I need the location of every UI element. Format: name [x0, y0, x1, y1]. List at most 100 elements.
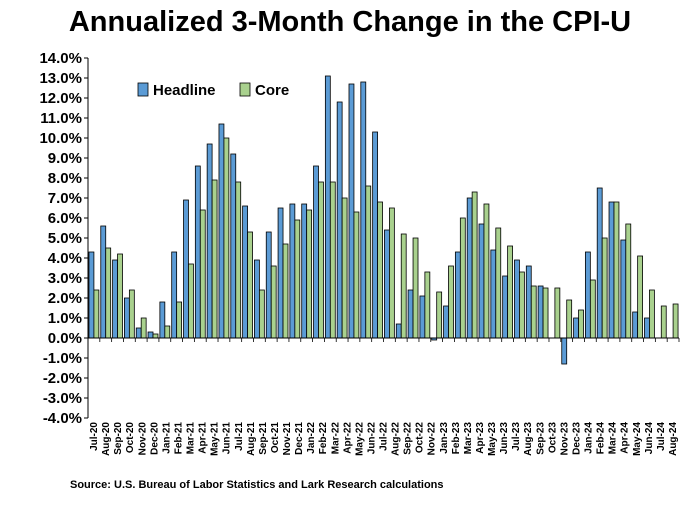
bar-core-Jun-24 [649, 289, 655, 339]
x-tick-label: Oct-22 [415, 422, 426, 454]
bar-headline-Dec-23 [573, 317, 579, 339]
x-tick-label: Jan-22 [306, 422, 317, 454]
bar-core-Jan-21 [164, 325, 171, 339]
x-tick-label: Jun-21 [222, 422, 233, 455]
bar-core-Apr-21 [199, 209, 206, 339]
bar-core-Feb-21 [176, 301, 183, 339]
bar-core-Dec-21 [294, 219, 301, 339]
x-tick-label: Jul-21 [234, 422, 245, 451]
y-tick-label: 5.0% [48, 230, 82, 247]
x-tick-label: May-24 [632, 422, 643, 456]
bar-core-Oct-22 [412, 237, 419, 339]
legend-label-core: Core [255, 82, 289, 99]
x-tick-label: Oct-20 [125, 422, 136, 454]
y-tick-label: -3.0% [43, 390, 82, 407]
bar-core-Sep-20 [117, 253, 123, 339]
bar-headline-Apr-24 [620, 239, 627, 339]
bar-core-Jan-24 [589, 279, 596, 339]
bar-core-May-24 [637, 255, 643, 339]
x-tick-label: Dec-23 [571, 422, 582, 455]
bar-headline-Jan-22 [301, 203, 308, 339]
bar-core-Jul-22 [377, 201, 383, 339]
bar-core-Sep-21 [258, 289, 265, 339]
bar-headline-Aug-22 [384, 229, 390, 339]
x-tick-label: Apr-23 [475, 422, 486, 454]
bar-core-Dec-23 [578, 309, 584, 339]
bar-headline-May-23 [490, 249, 497, 339]
bar-core-May-21 [211, 179, 218, 339]
bar-core-Feb-23 [459, 217, 466, 339]
bar-headline-May-22 [348, 83, 355, 339]
x-tick-label: Apr-22 [342, 422, 353, 454]
x-tick-label: Jul-23 [511, 422, 522, 451]
y-tick-label: 11.0% [40, 110, 82, 127]
x-tick-label: Jan-21 [161, 422, 172, 454]
bar-headline-Dec-21 [289, 203, 296, 339]
bar-core-Feb-24 [601, 237, 608, 339]
x-tick-label: Jun-24 [644, 422, 655, 455]
x-tick-label: Aug-21 [246, 422, 257, 456]
y-tick-label: 6.0% [48, 210, 82, 227]
bar-core-Jul-21 [235, 181, 242, 339]
bar-headline-Aug-23 [525, 265, 532, 339]
bar-core-Oct-21 [270, 265, 277, 339]
bar-core-Jun-21 [223, 137, 230, 339]
bar-headline-Mar-22 [324, 75, 331, 339]
x-tick-label: Aug-22 [391, 422, 402, 456]
bar-headline-Oct-21 [265, 231, 272, 339]
x-tick-label: Feb-24 [596, 422, 607, 455]
y-tick-label: -4.0% [43, 410, 82, 427]
x-tick-label: Nov-22 [427, 422, 438, 456]
x-axis-ticks: Jul-20 Aug-20 Sep-20 Oct-20 Nov-20 Dec-20 Jan-… [87, 338, 680, 456]
x-tick-label: Apr-21 [198, 422, 209, 454]
bar-core-Nov-20 [140, 317, 147, 339]
bar-headline-Aug-20 [100, 225, 107, 339]
axes-layer [87, 58, 679, 418]
x-tick-label: Nov-21 [282, 422, 293, 456]
legend-swatch-core [239, 82, 251, 97]
y-tick-label: 4.0% [48, 250, 82, 267]
legend-swatch-headline [137, 82, 149, 97]
x-tick-label: Sep-20 [113, 422, 124, 455]
x-tick-label: Sep-22 [403, 422, 414, 455]
bar-headline-Feb-21 [171, 251, 178, 339]
bar-core-Jun-22 [365, 185, 372, 339]
bar-core-Mar-23 [471, 191, 478, 339]
bar-core-Mar-22 [329, 181, 336, 339]
x-tick-label: Feb-22 [318, 422, 329, 455]
bar-core-Oct-20 [128, 289, 135, 339]
x-tick-label: Jun-23 [499, 422, 510, 455]
bar-headline-Jul-22 [372, 131, 378, 339]
bar-headline-Jun-21 [218, 123, 225, 339]
x-tick-label: Jan-23 [439, 422, 450, 454]
x-tick-label: Dec-21 [294, 422, 305, 455]
bar-core-Jan-23 [448, 265, 454, 339]
bar-core-Mar-24 [613, 201, 620, 339]
bar-core-Dec-22 [436, 291, 443, 339]
x-tick-label: Feb-23 [451, 422, 462, 455]
x-tick-label: Sep-23 [535, 422, 546, 455]
bar-headline-May-24 [632, 311, 639, 339]
bar-core-Nov-22 [424, 271, 431, 339]
bar-headline-Nov-23 [561, 337, 568, 365]
x-tick-label: Dec-20 [149, 422, 160, 455]
bars-layer [88, 75, 679, 365]
y-tick-label: 7.0% [48, 190, 82, 207]
x-tick-label: Jul-22 [379, 422, 390, 451]
bar-core-Aug-22 [389, 207, 395, 339]
bar-core-Apr-24 [625, 223, 632, 339]
bar-core-Dec-20 [152, 333, 159, 339]
y-tick-label: 3.0% [48, 270, 82, 287]
bar-headline-Nov-20 [135, 327, 142, 339]
bar-headline-Jun-24 [644, 317, 650, 339]
bar-core-Jan-22 [306, 209, 313, 339]
bar-core-Aug-21 [247, 231, 253, 339]
bar-headline-Apr-23 [478, 223, 485, 339]
y-tick-label: 13.0% [39, 70, 82, 87]
bar-headline-Apr-22 [336, 101, 343, 339]
x-tick-label: May-22 [354, 422, 365, 456]
y-tick-label: 2.0% [48, 290, 82, 307]
y-tick-label: 10.0% [39, 130, 82, 147]
bar-headline-Jul-20 [88, 251, 95, 339]
